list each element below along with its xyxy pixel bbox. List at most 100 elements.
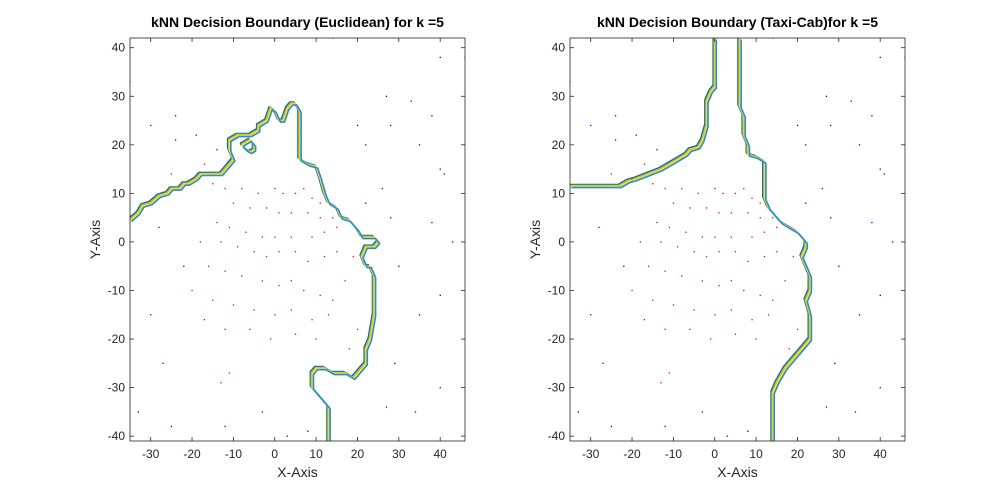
- data-point: [265, 207, 268, 209]
- data-point: [439, 56, 441, 59]
- data-point: [319, 217, 321, 219]
- data-point: [356, 328, 359, 330]
- data-point: [323, 255, 326, 258]
- data-point: [705, 207, 708, 209]
- data-point: [722, 192, 724, 195]
- data-point: [203, 319, 206, 321]
- data-point: [431, 115, 433, 117]
- data-point: [348, 348, 350, 350]
- x-tick-label: 0: [271, 447, 278, 461]
- data-point: [689, 207, 691, 209]
- x-tick-label: 30: [832, 447, 846, 461]
- data-point: [216, 221, 218, 224]
- data-point: [892, 241, 894, 243]
- data-point: [294, 251, 297, 253]
- data-point: [236, 246, 239, 248]
- chart-panel-1: -30 -20 -10 0 10 20 30 40 -40 -30 -20 -10 0 10 20 30 40 k…: [87, 14, 466, 480]
- chart-panel-2: -30 -20 -10 0 10 20 30 40 -40 -30 -20 -10 0 10 20 30 40 k…: [527, 14, 906, 480]
- data-point: [336, 226, 338, 229]
- data-point: [796, 124, 799, 127]
- data-point: [652, 299, 654, 301]
- data-point: [701, 280, 703, 282]
- plot-area: [130, 38, 465, 441]
- data-point: [228, 372, 230, 374]
- data-point: [390, 217, 392, 219]
- data-point: [332, 299, 334, 301]
- data-point: [718, 285, 720, 287]
- boundary-line-1: [570, 38, 714, 186]
- data-point: [195, 134, 197, 136]
- y-tick-label: -10: [108, 283, 126, 297]
- y-tick-label: 0: [558, 235, 565, 249]
- data-point: [191, 289, 193, 292]
- data-point: [311, 319, 313, 321]
- data-point: [278, 285, 280, 287]
- data-point: [303, 289, 305, 292]
- data-point: [660, 241, 662, 243]
- boundary-line-2: [570, 38, 716, 187]
- data-point: [871, 221, 873, 224]
- y-tick-label: -30: [108, 381, 126, 395]
- data-point: [747, 212, 749, 214]
- data-point: [730, 280, 732, 282]
- y-tick-label: -30: [548, 381, 566, 395]
- data-point: [319, 294, 321, 296]
- data-point: [830, 124, 832, 127]
- data-point: [668, 226, 670, 229]
- data-point: [805, 144, 807, 146]
- x-tick-label: 30: [392, 447, 406, 461]
- data-point: [639, 241, 641, 243]
- data-point: [203, 163, 206, 165]
- plot-content: [570, 38, 905, 441]
- y-axis-label: Y-Axis: [87, 220, 103, 259]
- data-point: [274, 314, 276, 316]
- data-point: [365, 144, 367, 146]
- data-point: [410, 100, 412, 102]
- data-point: [390, 124, 392, 127]
- data-point: [792, 255, 794, 258]
- data-point: [257, 192, 259, 195]
- data-point: [776, 251, 778, 253]
- data-point: [241, 275, 243, 277]
- data-point: [274, 187, 276, 190]
- data-point: [776, 226, 778, 229]
- axes-box: [569, 37, 906, 442]
- axes-box: [129, 37, 466, 442]
- data-point: [631, 178, 633, 180]
- data-point: [660, 382, 662, 384]
- data-point: [825, 406, 828, 408]
- data-point: [759, 217, 761, 219]
- chart-title: kNN Decision Boundary (Euclidean) for k …: [151, 14, 444, 30]
- data-point: [170, 425, 173, 428]
- y-tick-label: 0: [118, 235, 125, 249]
- data-point: [602, 362, 604, 364]
- data-point: [274, 236, 276, 238]
- x-tick-label: 40: [434, 447, 448, 461]
- data-point: [656, 149, 658, 151]
- data-point: [216, 149, 218, 151]
- data-point: [245, 231, 247, 233]
- data-point: [220, 241, 222, 243]
- y-tick-label: -40: [548, 429, 566, 443]
- data-point: [150, 314, 152, 316]
- y-tick-label: 30: [112, 89, 126, 103]
- data-point: [452, 241, 454, 243]
- x-axis-label: X-Axis: [717, 464, 757, 480]
- data-point: [614, 139, 617, 141]
- data-point: [307, 212, 309, 214]
- data-point: [286, 435, 288, 437]
- data-point: [697, 192, 699, 195]
- data-point: [747, 430, 749, 432]
- data-point: [174, 115, 177, 117]
- data-point: [879, 387, 881, 389]
- data-point: [278, 251, 280, 253]
- data-point: [261, 280, 263, 282]
- data-point: [643, 163, 646, 165]
- boundary-line-3: [570, 38, 716, 188]
- data-point: [394, 362, 396, 364]
- data-point: [365, 202, 367, 204]
- data-point: [850, 100, 852, 102]
- data-point: [344, 280, 346, 282]
- x-tick-label: 20: [791, 447, 805, 461]
- data-point: [834, 362, 836, 364]
